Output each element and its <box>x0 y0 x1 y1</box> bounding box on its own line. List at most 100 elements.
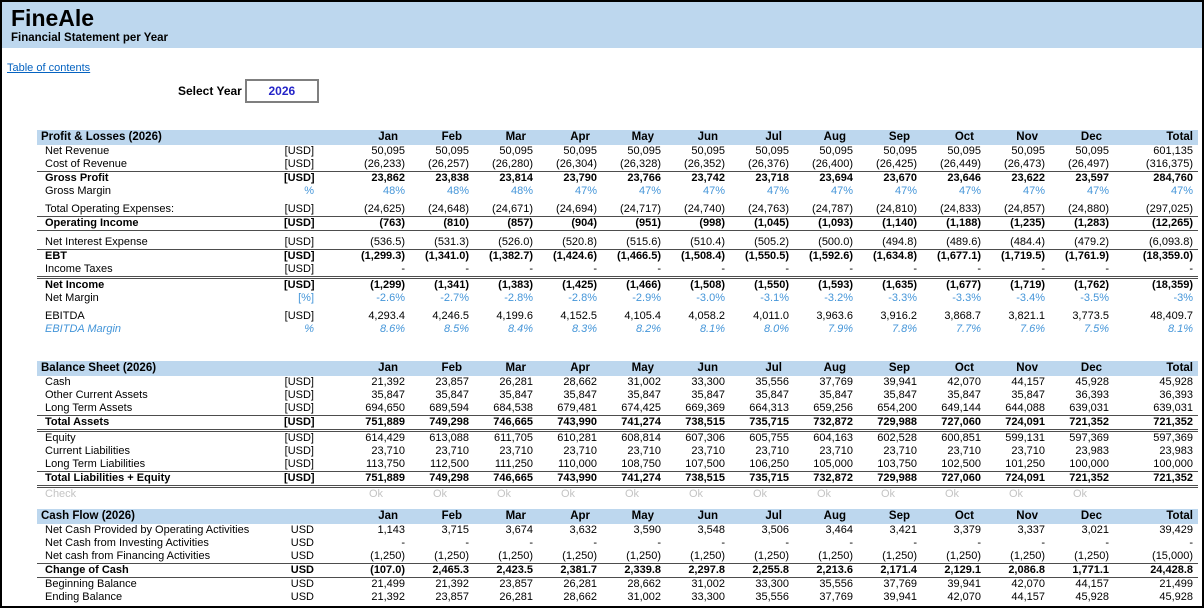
value-cell: 7.9% <box>827 323 854 335</box>
year-input[interactable]: 2026 <box>244 79 319 103</box>
value-cell: 2,423.5 <box>472 563 537 578</box>
value-cell: 31,002 <box>691 578 726 590</box>
value-cell: 3,548 <box>697 524 726 536</box>
value-cell: 28,662 <box>563 376 597 388</box>
value-cell: (1,283) <box>1048 216 1113 231</box>
value-cell: 107,500 <box>664 458 728 472</box>
value-cell: (857) <box>472 216 537 231</box>
year-selector: Select Year 2026 <box>178 79 1202 103</box>
row-unit: [USD] <box>284 236 345 250</box>
value-cell: (1,634.8) <box>872 250 918 262</box>
column-header: Jan <box>344 130 409 145</box>
value-cell: (1,250) <box>600 550 665 564</box>
value-cell: 37,769 <box>883 578 918 590</box>
value-cell: (1,250) <box>856 550 921 564</box>
value-cell: (1,550) <box>754 279 790 291</box>
value-cell: 50,095 <box>883 145 918 157</box>
table-of-contents-link[interactable]: Table of contents <box>7 62 91 74</box>
value-cell: 50,095 <box>947 145 982 157</box>
value-cell: 735,715 <box>728 471 792 488</box>
value-cell: 602,528 <box>877 432 917 444</box>
value-cell: 23,710 <box>435 445 469 457</box>
year-value: 2026 <box>268 84 296 98</box>
value-cell: (520.8) <box>536 236 601 250</box>
value-cell: 738,515 <box>664 471 728 488</box>
row-label: Cash <box>45 376 71 388</box>
value-cell: (1,508) <box>690 279 726 291</box>
value-cell: 23,710 <box>627 445 661 457</box>
row-unit: USD <box>290 591 315 603</box>
value-cell: (24,833) <box>920 203 985 217</box>
value-cell: 100,000 <box>1112 458 1198 472</box>
value-cell: 3,464 <box>825 524 854 536</box>
value-cell: 732,872 <box>792 471 856 488</box>
row-unit: [USD] <box>284 389 314 401</box>
value-cell: (1,592.6) <box>808 250 854 262</box>
value-cell: (107.0) <box>344 563 409 578</box>
value-cell: 749,298 <box>408 471 472 488</box>
value-cell: Ok <box>1008 488 1024 500</box>
row-unit: [USD] <box>284 279 315 291</box>
value-cell: Ok <box>752 488 768 500</box>
value-cell: 47% <box>1022 185 1046 197</box>
value-cell: 724,091 <box>984 415 1048 432</box>
value-cell: - <box>849 537 854 549</box>
value-cell: - <box>1041 537 1046 549</box>
value-cell: 21,499 <box>371 578 406 590</box>
value-cell: (15,000) <box>1112 550 1199 564</box>
value-cell: 689,594 <box>408 402 472 416</box>
value-cell: - <box>920 263 985 279</box>
value-cell: 23,710 <box>819 445 853 457</box>
value-cell: (1,140) <box>856 216 921 231</box>
value-cell: 743,990 <box>536 415 600 432</box>
value-cell: 729,988 <box>856 415 920 432</box>
value-cell: 48% <box>510 185 534 197</box>
value-cell: 42,070 <box>947 376 981 388</box>
table-row: Net cash from Financing Activities USD (1,… <box>37 550 1199 564</box>
value-cell: -2.7% <box>440 292 470 304</box>
value-cell: (998) <box>664 216 729 231</box>
value-cell: (24,763) <box>728 203 793 217</box>
table-header-row: Cash Flow (2026) Jan Feb Mar Apr May Jun Jul Aug… <box>37 509 1199 524</box>
value-cell: 3,506 <box>761 524 790 536</box>
value-cell: 2,381.7 <box>536 563 601 578</box>
row-unit: USD <box>284 563 345 578</box>
column-header: Dec <box>1048 130 1113 145</box>
column-header: Jan <box>344 361 408 376</box>
column-header: Aug <box>792 509 857 524</box>
value-cell: 21,499 <box>1159 578 1194 590</box>
value-cell: 3,590 <box>633 524 662 536</box>
value-cell: (24,857) <box>984 203 1049 217</box>
financial-tables-container: Profit & Losses (2026) Jan Feb Mar Apr May Jun… <box>2 130 1202 604</box>
value-cell: 48% <box>446 185 470 197</box>
value-cell: (1,250) <box>1048 550 1113 564</box>
value-cell: (1,425) <box>562 279 598 291</box>
value-cell: 613,088 <box>429 432 469 444</box>
value-cell: 735,715 <box>728 415 792 432</box>
table-row: Current Liabilities [USD] 23,710 23,710 23,7… <box>37 445 1198 458</box>
value-cell: Ok <box>560 488 576 500</box>
value-cell: (1,250) <box>536 550 601 564</box>
app-title: FineAle <box>11 5 95 31</box>
value-cell: 1,143 <box>377 524 406 536</box>
value-cell: 2,086.8 <box>984 563 1049 578</box>
value-cell: 26,281 <box>499 376 533 388</box>
value-cell: (18,359.0) <box>1142 250 1194 262</box>
value-cell: (526.0) <box>472 236 537 250</box>
row-label: Total Assets <box>37 415 284 432</box>
table-row: EBT [USD] (1,299.3) (1,341.0) (1,382.7) (1,42… <box>37 250 1198 264</box>
table-title: Balance Sheet (2026) <box>37 361 344 376</box>
value-cell: (26,280) <box>472 158 537 172</box>
financial-table: Profit & Losses (2026) Jan Feb Mar Apr May Jun… <box>37 130 1199 336</box>
table-row: Total Operating Expenses: [USD] (24,625) (2… <box>37 203 1199 217</box>
value-cell: (1,424.6) <box>552 250 598 262</box>
value-cell: 23,646 <box>947 172 982 184</box>
value-cell: Ok <box>1072 488 1088 500</box>
column-header: Sep <box>856 130 921 145</box>
value-cell: -3.4% <box>1016 292 1046 304</box>
value-cell: (904) <box>536 216 601 231</box>
value-cell: 2,339.8 <box>600 563 665 578</box>
value-cell: (24,648) <box>408 203 473 217</box>
table-row: Beginning Balance USD 21,499 21,392 23,857 26… <box>37 578 1198 592</box>
value-cell: 108,750 <box>600 458 664 472</box>
